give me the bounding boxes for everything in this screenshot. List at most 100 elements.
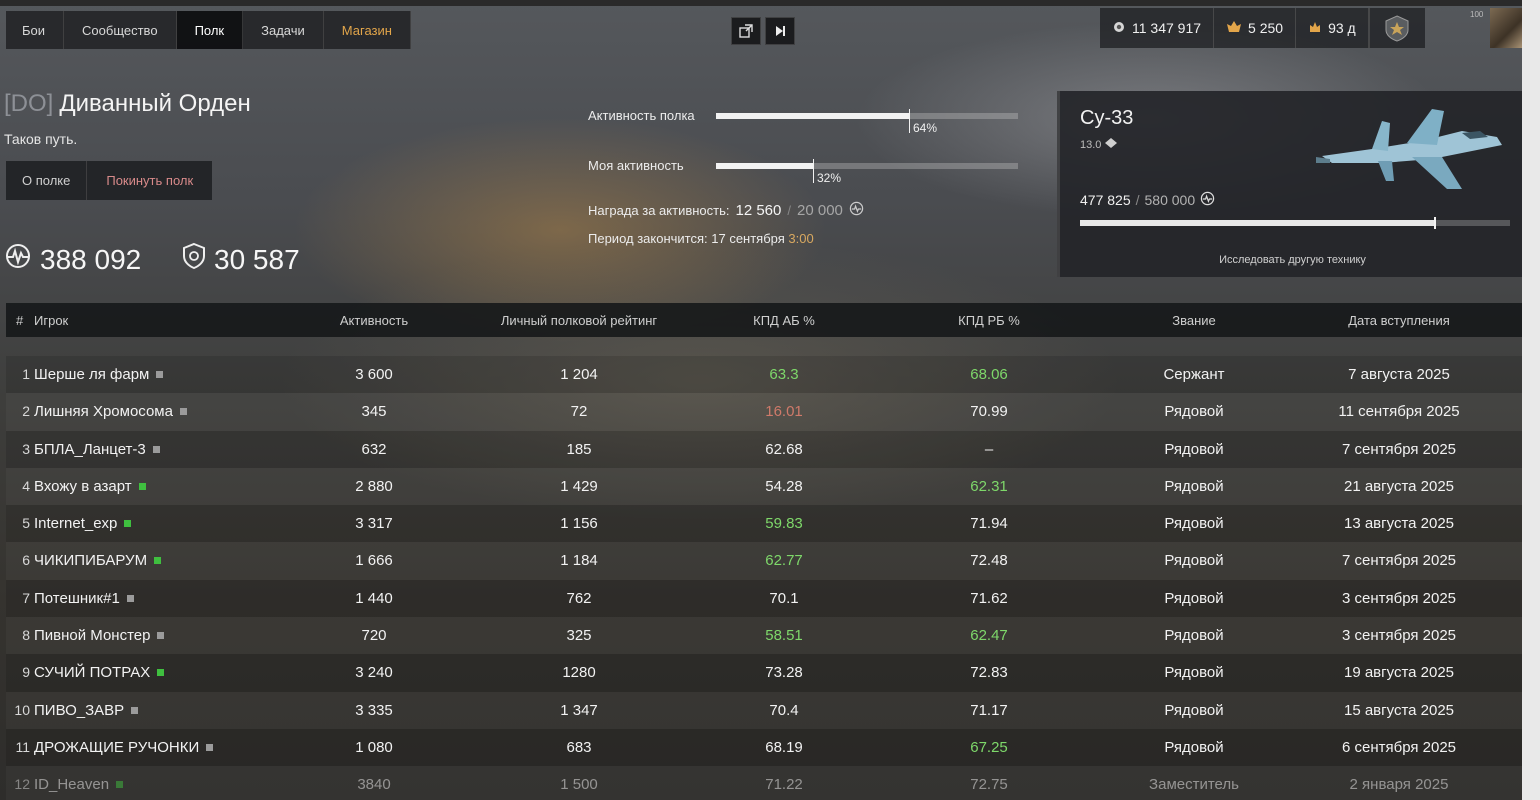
activity-cell: 3 335 <box>355 701 393 719</box>
join-date-cell: 3 сентября 2025 <box>1341 589 1457 607</box>
skip-icon[interactable] <box>765 17 795 45</box>
player-cell[interactable]: ID_Heaven <box>34 776 124 793</box>
premium-account[interactable]: 93 д <box>1296 8 1369 48</box>
reward-separator: / <box>787 202 791 218</box>
rating-cell: 1 204 <box>560 366 598 383</box>
eff-rb-cell: 71.17 <box>970 701 1008 719</box>
tab-community[interactable]: Сообщество <box>64 11 177 49</box>
profile[interactable]: 100 <box>1468 8 1522 48</box>
table-row[interactable]: 11 ДРОЖАЩИЕ РУЧОНКИ 1 080 683 68.19 67.25 Рядо… <box>6 728 1522 767</box>
rank-emblem[interactable] <box>1368 8 1425 48</box>
eff-rb-cell: – <box>984 440 994 458</box>
join-date-cell: 21 августа 2025 <box>1343 477 1455 495</box>
online-status-icon <box>124 520 132 528</box>
player-cell[interactable]: Потешник#1 <box>34 590 134 607</box>
online-status-icon <box>131 706 139 714</box>
table-row[interactable]: 12 ID_Heaven 3840 1 500 71.22 72.75 Заместител… <box>6 766 1522 800</box>
activity-cell: 345 <box>361 403 387 421</box>
table-row[interactable]: 2 Лишняя Хромосома 345 72 16.01 70.99 Рядовой 1… <box>6 393 1522 430</box>
reward-current: 12 560 <box>735 201 782 219</box>
rating-cell: 185 <box>566 440 592 458</box>
col-player[interactable]: Игрок <box>34 313 69 328</box>
row-rank: 10 <box>14 701 30 718</box>
col-rank[interactable]: # <box>16 313 24 328</box>
eff-ab-cell: 63.3 <box>769 366 799 383</box>
eff-rb-cell: 72.75 <box>970 776 1008 794</box>
diamond-icon <box>1105 138 1118 151</box>
player-cell[interactable]: СУЧИЙ ПОТРАХ <box>34 664 165 681</box>
about-regiment-button[interactable]: О полке <box>6 161 88 200</box>
table-row[interactable]: 7 Потешник#1 1 440 762 70.1 71.62 Рядовой 3 сен… <box>6 579 1522 618</box>
player-cell[interactable]: Пивной Монстер <box>34 627 165 644</box>
golden-eagles[interactable]: 5 250 <box>1214 8 1297 48</box>
premium-value: 93 д <box>1328 20 1356 36</box>
tab-tasks[interactable]: Задачи <box>243 11 324 49</box>
table-row[interactable]: 1 Шерше ля фарм 3 600 1 204 63.3 68.06 Сержант… <box>6 356 1522 394</box>
tab-regiment[interactable]: Полк <box>176 11 244 49</box>
gold-value: 5 250 <box>1248 20 1284 36</box>
research-progress-bar <box>1080 217 1510 229</box>
col-rating[interactable]: Личный полковой рейтинг <box>500 313 658 328</box>
col-join-date[interactable]: Дата вступления <box>1348 313 1450 328</box>
join-date-cell: 11 сентября 2025 <box>1338 403 1460 421</box>
player-cell[interactable]: Шерше ля фарм <box>34 366 164 383</box>
row-rank: 1 <box>22 366 30 382</box>
popout-icon[interactable] <box>731 17 761 45</box>
table-row[interactable]: 6 ЧИКИПИБАРУМ 1 666 1 184 62.77 72.48 Рядовой 7… <box>6 542 1522 579</box>
join-date-cell: 7 сентября 2025 <box>1341 440 1457 458</box>
table-row[interactable]: 9 СУЧИЙ ПОТРАХ 3 240 1280 73.28 72.83 Рядовой 1… <box>6 654 1522 692</box>
leave-regiment-button[interactable]: Покинуть полк <box>87 161 213 200</box>
currency-bar: 11 347 917 5 250 93 д <box>1100 8 1425 48</box>
table-row[interactable]: 4 Вхожу в азарт 2 880 1 429 54.28 62.31 Рядово… <box>6 468 1522 505</box>
col-eff-ab[interactable]: КПД АБ % <box>753 313 815 328</box>
regiment-title: [DO] Диванный Орден <box>4 90 251 118</box>
player-name: Лишняя Хромосома <box>34 403 173 421</box>
table-row[interactable]: 10 ПИВО_ЗАВР 3 335 1 347 70.4 71.17 Рядовой 15 … <box>6 692 1522 729</box>
table-row[interactable]: 5 Internet_exp 3 317 1 156 59.83 71.94 Рядовой… <box>6 505 1522 543</box>
research-other-vehicle-link[interactable]: Исследовать другую технику <box>1219 254 1366 266</box>
avatar[interactable] <box>1490 8 1522 48</box>
research-vehicle-card[interactable]: Су-33 13.0 477 825 / 580 000 Исследовать… <box>1057 91 1522 277</box>
activity-cell: 632 <box>361 440 387 458</box>
player-cell[interactable]: Лишняя Хромосома <box>34 403 187 420</box>
player-cell[interactable]: ПИВО_ЗАВР <box>34 701 139 719</box>
shield-icon <box>182 242 206 277</box>
silver-lion-icon <box>1112 20 1126 37</box>
player-cell[interactable]: Internet_exp <box>34 515 132 532</box>
tab-battles[interactable]: Бои <box>6 11 65 49</box>
research-points-icon <box>1200 191 1215 209</box>
eff-ab-cell: 62.77 <box>765 552 803 570</box>
player-name: ПИВО_ЗАВР <box>34 701 125 719</box>
tab-shop[interactable]: Магазин <box>323 11 411 49</box>
player-cell[interactable]: БПЛА_Ланцет-3 <box>34 441 160 458</box>
col-activity[interactable]: Активность <box>339 313 409 328</box>
online-status-icon <box>157 632 165 640</box>
player-cell[interactable]: ДРОЖАЩИЕ РУЧОНКИ <box>34 739 214 756</box>
col-eff-rb[interactable]: КПД РБ % <box>958 313 1020 328</box>
reward-label: Награда за активность: <box>588 202 730 218</box>
title-cell: Рядовой <box>1164 664 1224 682</box>
activity-cell: 1 440 <box>355 589 393 607</box>
join-date-cell: 7 сентября 2025 <box>1341 552 1457 570</box>
online-status-icon <box>126 594 134 602</box>
join-date-cell: 19 августа 2025 <box>1343 664 1455 682</box>
title-cell: Сержант <box>1163 366 1225 383</box>
activity-cell: 3 240 <box>355 664 393 682</box>
right-edge <box>1522 0 1540 800</box>
silver-lions[interactable]: 11 347 917 <box>1100 8 1215 48</box>
eff-rb-cell: 71.62 <box>970 589 1008 607</box>
col-title[interactable]: Звание <box>1172 313 1216 328</box>
eff-ab-cell: 16.01 <box>765 403 803 421</box>
br-value: 13.0 <box>1080 138 1102 151</box>
title-cell: Рядовой <box>1164 403 1224 421</box>
row-rank: 8 <box>22 627 30 644</box>
my-activity-marker <box>813 159 814 183</box>
player-cell[interactable]: ЧИКИПИБАРУМ <box>34 552 162 569</box>
title-cell: Рядовой <box>1164 738 1224 756</box>
player-cell[interactable]: Вхожу в азарт <box>34 478 146 495</box>
table-row[interactable]: 8 Пивной Монстер 720 325 58.51 62.47 Рядовой 3 … <box>6 617 1522 654</box>
activity-cell: 1 080 <box>355 738 393 756</box>
row-rank: 12 <box>14 776 30 793</box>
table-row[interactable]: 3 БПЛА_Ланцет-3 632 185 62.68 – Рядовой 7 сентя… <box>6 430 1522 468</box>
rating-cell: 683 <box>566 738 592 756</box>
